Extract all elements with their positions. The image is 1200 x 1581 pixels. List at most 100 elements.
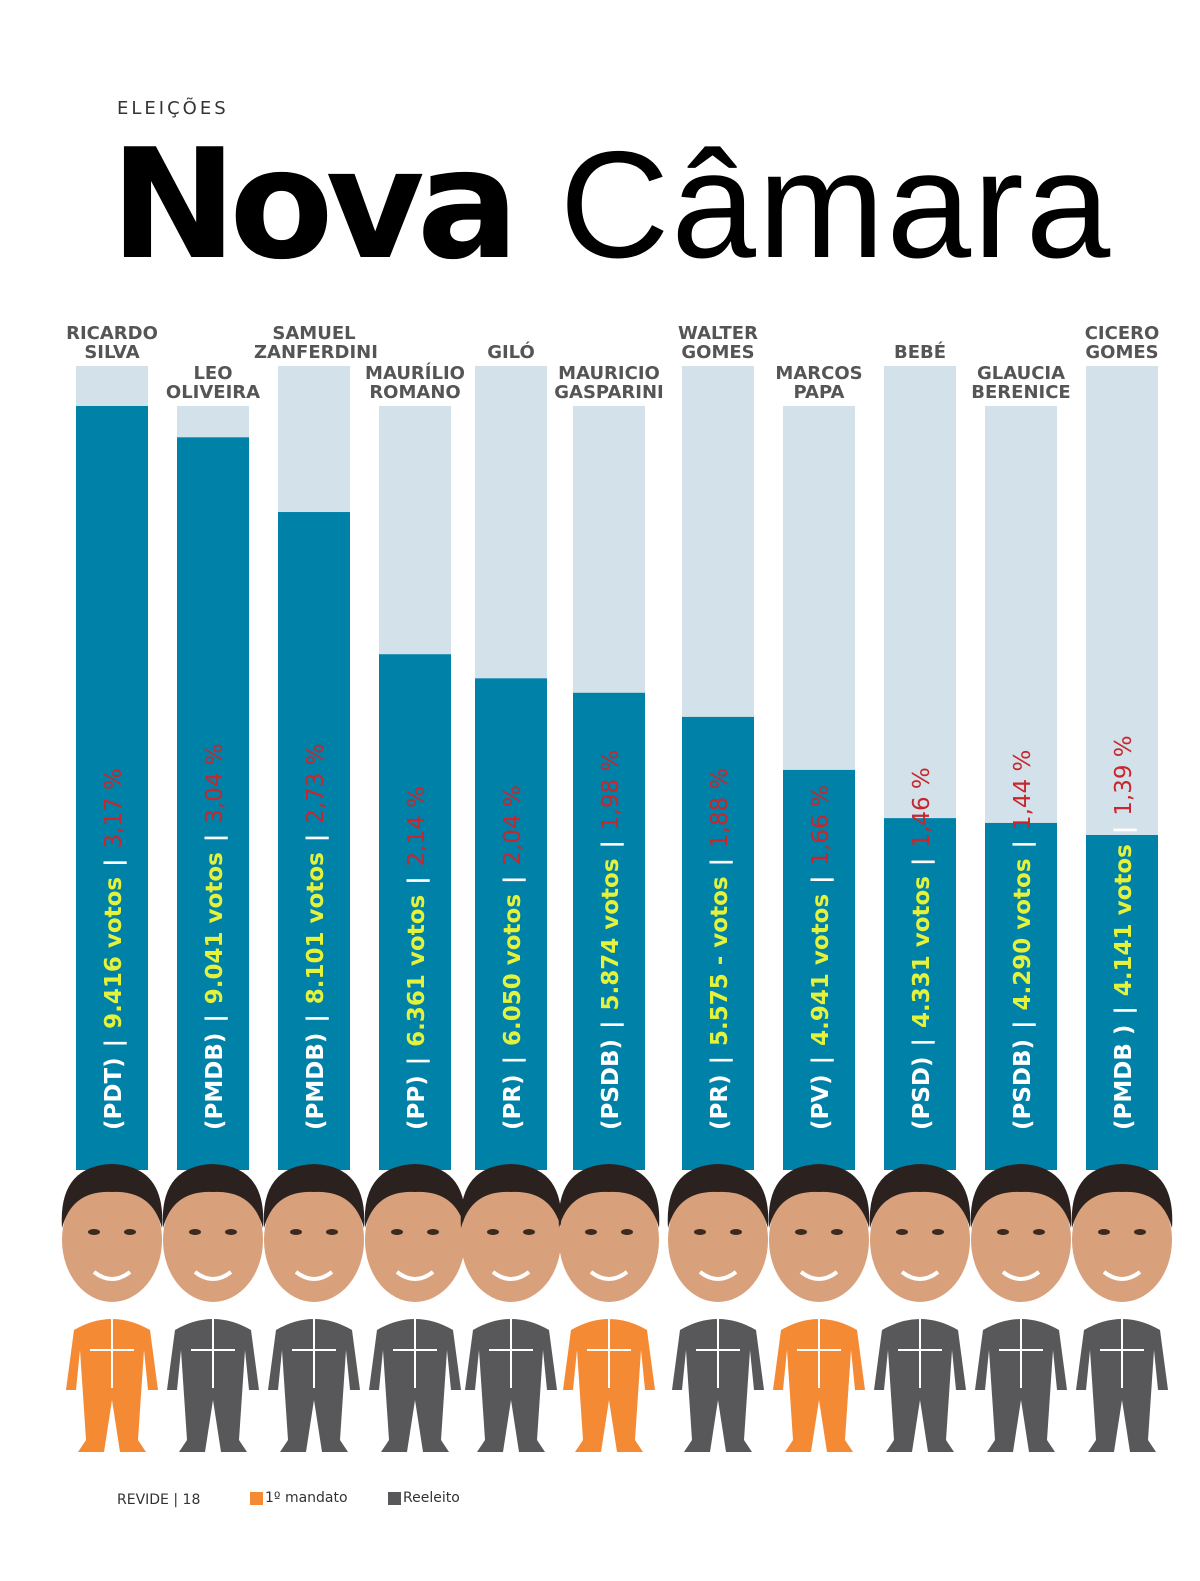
eye bbox=[487, 1229, 499, 1235]
mouth bbox=[1001, 1270, 1041, 1281]
mouth bbox=[193, 1270, 233, 1281]
bar bbox=[682, 716, 754, 1170]
candidate-name: SAMUEL ZANFERDINI bbox=[254, 323, 378, 363]
bar bbox=[985, 822, 1057, 1170]
candidate-name: BEBÉ bbox=[893, 342, 947, 363]
mouth bbox=[698, 1270, 738, 1281]
hair bbox=[667, 1164, 769, 1228]
separator: | bbox=[173, 1492, 179, 1508]
party: (PMDB) bbox=[303, 1033, 329, 1130]
value-label: 1,39 % bbox=[1111, 735, 1137, 815]
eye bbox=[1033, 1229, 1045, 1235]
figure bbox=[869, 1164, 971, 1452]
separator: | bbox=[707, 1056, 733, 1064]
value-label: 2,73 % bbox=[303, 743, 329, 823]
votes: 5.874 votos bbox=[598, 858, 624, 1010]
value-label: 1,98 % bbox=[598, 750, 624, 830]
eye bbox=[1098, 1229, 1110, 1235]
separator: | bbox=[598, 840, 624, 848]
face bbox=[668, 1178, 768, 1302]
figure-lines bbox=[489, 1318, 533, 1388]
figure-lines bbox=[999, 1318, 1043, 1388]
mouth bbox=[92, 1270, 132, 1281]
eye bbox=[621, 1229, 633, 1235]
bar bbox=[76, 406, 148, 1170]
separator: | bbox=[808, 875, 834, 883]
bar bbox=[884, 818, 956, 1170]
title-bold: Nova bbox=[110, 116, 519, 293]
votes: 8.101 votos bbox=[303, 852, 329, 1004]
eye bbox=[694, 1229, 706, 1235]
mouth bbox=[799, 1270, 839, 1281]
mouth bbox=[395, 1270, 435, 1281]
party: (PSD) bbox=[909, 1056, 935, 1130]
hair bbox=[869, 1164, 971, 1228]
hair bbox=[263, 1164, 365, 1228]
eye bbox=[585, 1229, 597, 1235]
figure bbox=[558, 1164, 660, 1452]
bar bbox=[783, 769, 855, 1170]
mouth bbox=[589, 1270, 629, 1281]
face bbox=[62, 1178, 162, 1302]
figure bbox=[364, 1164, 466, 1452]
bar bbox=[278, 512, 350, 1170]
eye bbox=[730, 1229, 742, 1235]
candidate-name: LEO OLIVEIRA bbox=[165, 363, 261, 403]
votes: 6.361 votos bbox=[404, 895, 430, 1047]
separator: | bbox=[1111, 1006, 1137, 1014]
footer: REVIDE | 18 bbox=[117, 1492, 200, 1508]
separator: | bbox=[202, 1014, 228, 1022]
face bbox=[870, 1178, 970, 1302]
eye bbox=[124, 1229, 136, 1235]
separator: | bbox=[909, 858, 935, 866]
mouth bbox=[1102, 1270, 1142, 1281]
separator: | bbox=[500, 876, 526, 884]
candidate-name: MAURICIO GASPARINI bbox=[554, 363, 664, 403]
bar-label: (PSD) | 4.331 votos | 1,46 % bbox=[909, 767, 935, 1130]
eye bbox=[523, 1229, 535, 1235]
eye bbox=[997, 1229, 1009, 1235]
legend-label: 1º mandato bbox=[265, 1490, 348, 1506]
value-label: 3,17 % bbox=[101, 768, 127, 848]
separator: | bbox=[808, 1056, 834, 1064]
face bbox=[461, 1178, 561, 1302]
face bbox=[163, 1178, 263, 1302]
separator: | bbox=[303, 834, 329, 842]
legend-swatch bbox=[250, 1492, 263, 1505]
bar-label: (PDT) | 9.416 votos | 3,17 % bbox=[101, 768, 127, 1130]
candidate-name: MAURÍLIO ROMANO bbox=[365, 363, 465, 403]
candidate-name: CICERO GOMES bbox=[1084, 323, 1160, 363]
hair bbox=[61, 1164, 163, 1228]
eye bbox=[326, 1229, 338, 1235]
bar-label: (PMDB ) | 4.141 votos | 1,39 % bbox=[1111, 735, 1137, 1130]
eye bbox=[795, 1229, 807, 1235]
votes: 4.290 votos bbox=[1010, 858, 1036, 1010]
figure bbox=[768, 1164, 870, 1452]
separator: | bbox=[404, 876, 430, 884]
eye bbox=[290, 1229, 302, 1235]
bar-label: (PV) | 4.941 votos | 1,66 % bbox=[808, 785, 834, 1130]
party: (PMDB ) bbox=[1111, 1025, 1137, 1130]
bar-label: (PR) | 5.575 - votos | 1,88 % bbox=[707, 768, 733, 1130]
votes: 5.575 - votos bbox=[707, 876, 733, 1046]
eye bbox=[391, 1229, 403, 1235]
separator: | bbox=[1111, 826, 1137, 834]
separator: | bbox=[1010, 1021, 1036, 1029]
bar bbox=[475, 678, 547, 1170]
figure-lines bbox=[898, 1318, 942, 1388]
bar bbox=[379, 654, 451, 1170]
hair bbox=[1071, 1164, 1173, 1228]
figure bbox=[61, 1164, 163, 1452]
eye bbox=[1134, 1229, 1146, 1235]
face bbox=[1072, 1178, 1172, 1302]
hair bbox=[460, 1164, 562, 1228]
value-label: 1,88 % bbox=[707, 768, 733, 848]
candidate-name: RICARDO SILVA bbox=[66, 323, 158, 363]
figure bbox=[970, 1164, 1072, 1452]
eye bbox=[831, 1229, 843, 1235]
separator: | bbox=[500, 1056, 526, 1064]
page-number: 18 bbox=[182, 1492, 201, 1508]
mouth bbox=[294, 1270, 334, 1281]
